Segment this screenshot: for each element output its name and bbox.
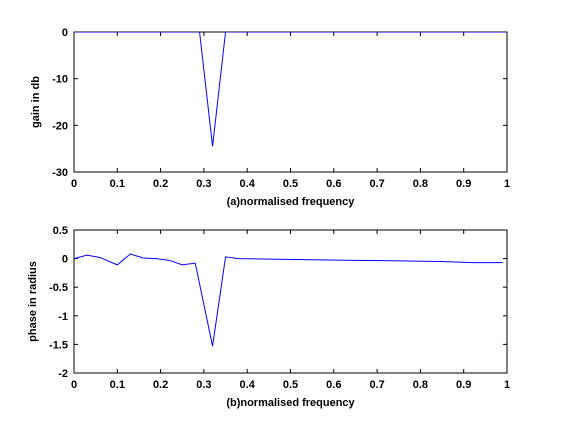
x-tick-label: 0 (71, 379, 77, 391)
y-tick-label: -20 (52, 120, 68, 132)
subplot-2: 0 0.1 0.2 0.3 0.4 0.5 0.6 0.7 0.8 0.9 1 0.5 0 -0.5 -1 -… (27, 225, 510, 409)
plot-area-frame (73, 229, 508, 374)
x-tick-label: 0.7 (369, 379, 384, 391)
series-line-1 (74, 253, 503, 347)
y-tick-label: -30 (52, 167, 68, 179)
y-tick-label: 0.5 (53, 225, 68, 237)
x-tick-label: 0.4 (240, 379, 256, 391)
x-tick-label: 0.3 (196, 178, 211, 190)
x-tick-label: 1 (504, 178, 510, 190)
y-tick-label: 0 (62, 27, 68, 39)
x-tick-label: 0.7 (369, 178, 384, 190)
x-tick-label: 0.3 (196, 379, 211, 391)
x-tick-label: 0.4 (240, 178, 256, 190)
x-tick-label: 0.9 (456, 379, 471, 391)
x-tick-label: 0.1 (110, 379, 125, 391)
x-tick-label: 0.2 (153, 178, 168, 190)
y-tick-label: -2 (58, 368, 68, 380)
x-tick-label: 1 (504, 379, 510, 391)
y-tick-label: 0 (62, 254, 68, 266)
x-axis-label: (a)normalised frequency (227, 196, 356, 208)
x-tick-label: 0.8 (413, 178, 428, 190)
x-tick-label: 0.2 (153, 379, 168, 391)
x-tick-label: 0.1 (110, 178, 125, 190)
y-axis-label: phase in radius (27, 261, 39, 342)
y-tick-label: -10 (52, 74, 68, 86)
y-tick-label: -1 (58, 311, 68, 323)
plot-area-frame (73, 31, 508, 173)
x-tick-label: 0 (71, 178, 77, 190)
x-tick-label: 0.8 (413, 379, 428, 391)
x-tick-label: 0.6 (326, 178, 341, 190)
subplot-1: 0 0.1 0.2 0.3 0.4 0.5 0.6 0.7 0.8 0.9 1 0 -10 -20 -30 (… (30, 27, 510, 208)
x-axis-label: (b)normalised frequency (226, 397, 355, 409)
y-axis-label: gain in db (30, 76, 42, 128)
y-tick-label: -0.5 (49, 282, 68, 294)
x-tick-label: 0.6 (326, 379, 341, 391)
y-tick-label: -1.5 (49, 339, 68, 351)
x-tick-label: 0.9 (456, 178, 471, 190)
x-tick-label: 0.5 (283, 178, 298, 190)
x-tick-label: 0.5 (283, 379, 298, 391)
